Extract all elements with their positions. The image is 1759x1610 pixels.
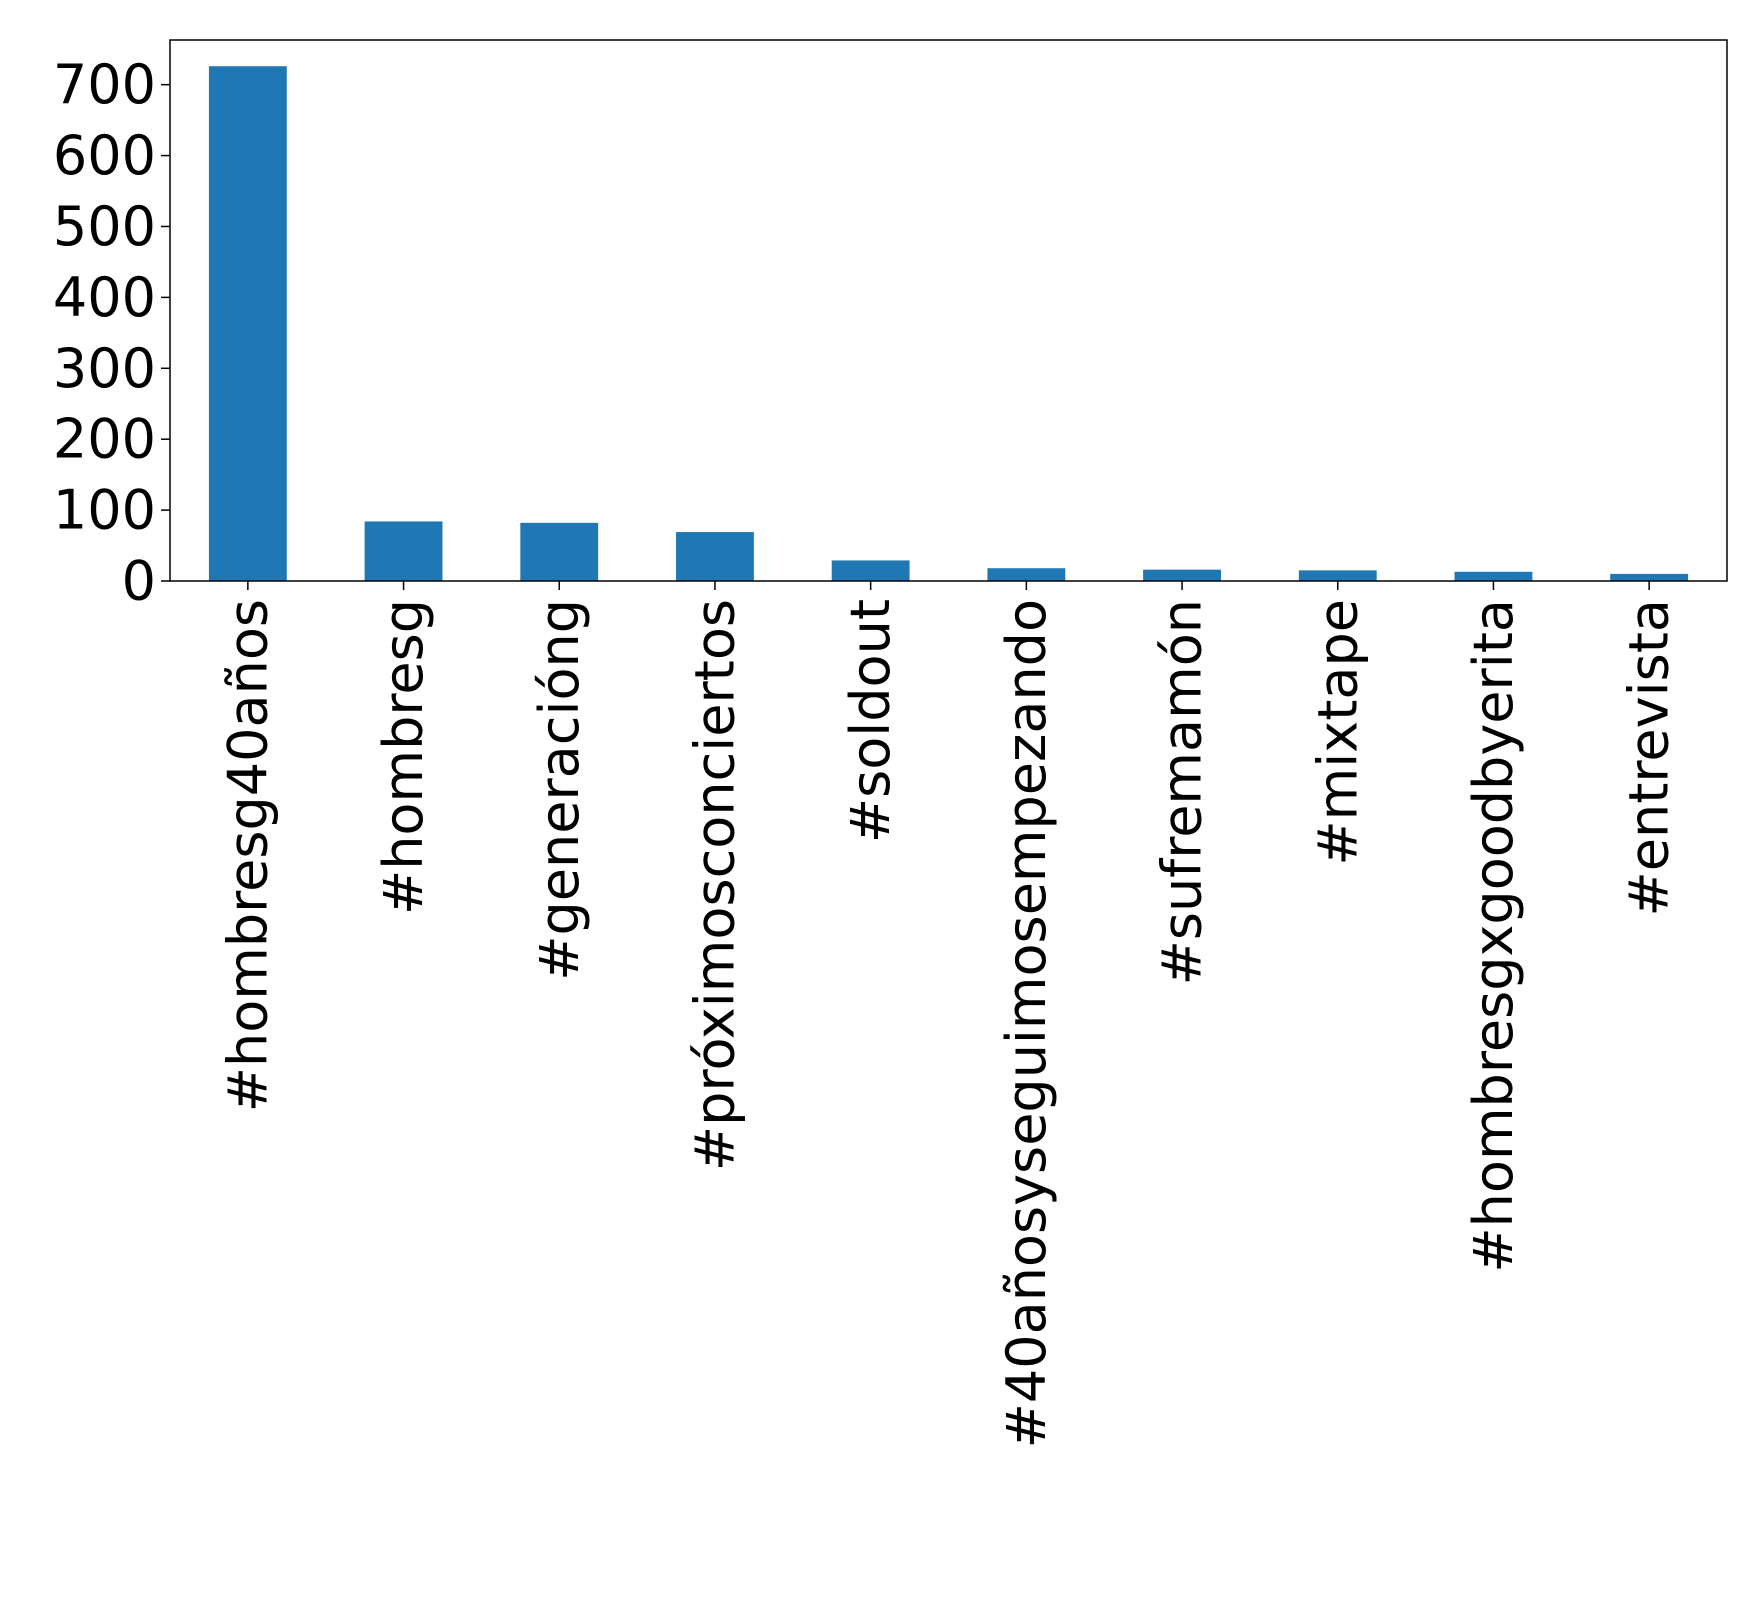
bar <box>676 532 754 581</box>
bar <box>208 66 287 581</box>
y-tick-label: 200 <box>53 408 156 471</box>
x-tick-label: #40añosyseguimosempezando <box>995 599 1058 1448</box>
x-tick-label: #próximosconciertos <box>683 599 746 1171</box>
bar <box>1454 571 1533 581</box>
x-tick-label: #hombresg <box>372 599 435 915</box>
x-tick-label: #soldout <box>839 599 902 843</box>
bar <box>1610 573 1689 581</box>
y-tick-label: 100 <box>53 479 156 542</box>
y-tick-label: 0 <box>122 550 156 613</box>
x-tick-label: #sufremamón <box>1151 599 1214 985</box>
x-tick-label: #generacióng <box>528 599 591 981</box>
y-tick-label: 500 <box>53 195 156 258</box>
y-tick-label: 300 <box>53 337 156 400</box>
x-tick-label: #hombresg40años <box>216 599 279 1112</box>
bar <box>1298 570 1377 581</box>
bar <box>831 560 910 581</box>
bar <box>364 521 443 581</box>
x-tick-label: #entrevista <box>1618 599 1681 916</box>
y-tick-label: 700 <box>53 53 156 116</box>
bars-group <box>208 66 1689 581</box>
bar <box>520 522 599 581</box>
x-axis: #hombresg40años #hombresg #generacióng #pró… <box>216 581 1681 1448</box>
y-tick-label: 400 <box>53 266 156 329</box>
bar <box>987 568 1066 581</box>
y-tick-label: 600 <box>53 124 156 187</box>
bar <box>1143 569 1221 581</box>
x-tick-label: #mixtape <box>1306 599 1369 866</box>
y-axis: 0 100 200 300 400 500 600 700 <box>53 53 170 613</box>
x-tick-label: #hombresgxgoodbyerita <box>1462 599 1525 1273</box>
axes-frame <box>169 39 1728 582</box>
